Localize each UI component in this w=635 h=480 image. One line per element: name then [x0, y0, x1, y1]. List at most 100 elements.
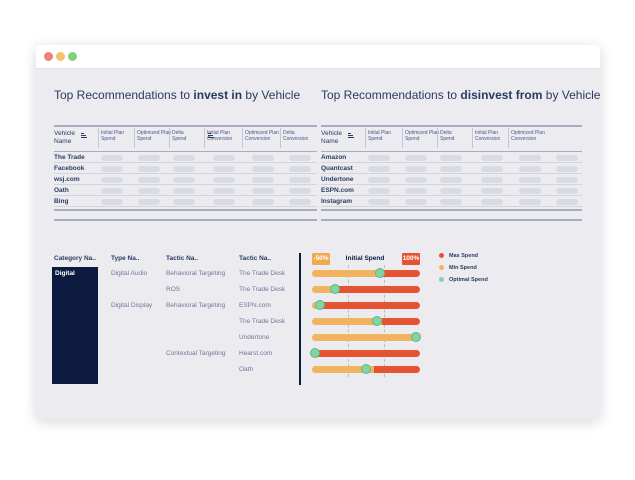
vehicle-cell[interactable]: The Trade Desk	[239, 318, 285, 325]
column-header[interactable]: DeltaSpend	[440, 130, 454, 142]
value-placeholder	[481, 166, 503, 172]
disinvest-panel-title: Top Recommendations to disinvest from by…	[321, 88, 600, 102]
column-header[interactable]: VehicleName	[321, 130, 342, 146]
vehicle-cell[interactable]: Oath	[239, 366, 253, 373]
value-placeholder	[556, 177, 578, 183]
optimal-spend-marker[interactable]	[315, 300, 325, 310]
sort-icon[interactable]	[81, 133, 87, 137]
close-window-button[interactable]	[44, 52, 53, 61]
spend-bar[interactable]	[312, 302, 420, 309]
vehicle-cell[interactable]: Hearst.com	[239, 350, 272, 357]
category-column-header[interactable]: Category Na..	[54, 255, 96, 262]
vehicle-cell[interactable]: Undertone	[239, 334, 269, 341]
value-placeholder	[138, 177, 160, 183]
value-placeholder	[289, 155, 311, 161]
column-header[interactable]: Optimized PlanConversion	[245, 130, 279, 142]
sort-icon[interactable]	[208, 133, 214, 137]
min-spend-segment	[312, 270, 382, 277]
column-header[interactable]: Optimized PlanSpend	[137, 130, 171, 142]
optimal-spend-marker[interactable]	[372, 316, 382, 326]
table-row[interactable]: Oath	[54, 186, 317, 196]
optimal-spend-marker[interactable]	[361, 364, 371, 374]
tactic-vehicle-column-header[interactable]: Tactic Na..	[239, 255, 271, 262]
table-row[interactable]: Facebook	[54, 164, 317, 174]
table-row[interactable]: ESPN.com	[321, 186, 582, 196]
value-placeholder	[173, 155, 195, 161]
tactic-cell[interactable]: Behavioral Targeting	[166, 302, 225, 309]
value-placeholder	[556, 155, 578, 161]
column-header[interactable]: VehicleName	[54, 130, 75, 146]
max-spend-segment	[315, 350, 420, 357]
value-placeholder	[405, 166, 427, 172]
table-row[interactable]: Bing	[54, 197, 317, 207]
value-placeholder	[519, 155, 541, 161]
tactic-cell[interactable]: ROS	[166, 286, 180, 293]
value-placeholder	[405, 177, 427, 183]
spend-bar[interactable]	[312, 270, 420, 277]
column-header[interactable]: DeltaSpend	[172, 130, 186, 142]
value-placeholder	[289, 188, 311, 194]
value-placeholder	[138, 155, 160, 161]
table-bottom-rule	[54, 209, 317, 211]
value-placeholder	[213, 177, 235, 183]
column-header[interactable]: Initial PlanSpend	[368, 130, 391, 142]
value-placeholder	[213, 199, 235, 205]
table-row[interactable]: wsj.com	[54, 175, 317, 185]
spend-bar[interactable]	[312, 366, 420, 373]
tactic-cell[interactable]: Contextual Targeting	[166, 350, 226, 357]
table-row[interactable]: Amazon	[321, 153, 582, 163]
window-titlebar	[36, 45, 600, 69]
type-column-header[interactable]: Type Na..	[111, 255, 139, 262]
optimal-spend-marker[interactable]	[375, 268, 385, 278]
value-placeholder	[213, 188, 235, 194]
column-header[interactable]: Optimized PlanConversion	[511, 130, 545, 142]
optimal-spend-marker[interactable]	[330, 284, 340, 294]
value-placeholder	[405, 155, 427, 161]
column-header[interactable]: Initial PlanConversion	[475, 130, 500, 142]
table-row[interactable]: Undertone	[321, 175, 582, 185]
table-row[interactable]: Quantcast	[321, 164, 582, 174]
header-rule	[54, 151, 317, 152]
value-placeholder	[101, 166, 123, 172]
spend-bar[interactable]	[312, 318, 420, 325]
legend-max-spend: Max Spend	[439, 253, 478, 259]
vehicle-cell[interactable]: The Trade Desk	[239, 286, 285, 293]
value-placeholder	[173, 166, 195, 172]
value-placeholder	[101, 155, 123, 161]
sort-icon[interactable]	[348, 133, 354, 137]
vehicle-cell[interactable]: The Trade Desk	[239, 270, 285, 277]
vehicle-cell[interactable]: ESPN.com	[239, 302, 271, 309]
category-cell-digital[interactable]: Digital	[52, 267, 98, 384]
invest-title-prefix: Top Recommendations to	[54, 88, 193, 102]
table-row[interactable]: Instagram	[321, 197, 582, 207]
value-placeholder	[519, 177, 541, 183]
spend-bar[interactable]	[312, 334, 420, 341]
type-cell[interactable]: Digital Audio	[111, 270, 147, 277]
spend-bar[interactable]	[312, 350, 420, 357]
spend-bar[interactable]	[312, 286, 420, 293]
value-placeholder	[440, 166, 462, 172]
table-row[interactable]: The Trade	[54, 153, 317, 163]
value-placeholder	[101, 199, 123, 205]
value-placeholder	[556, 199, 578, 205]
app-window: Top Recommendations to invest in by Vehi…	[36, 45, 600, 419]
maximize-window-button[interactable]	[68, 52, 77, 61]
table-top-rule	[321, 125, 582, 127]
type-cell[interactable]: Digital Display	[111, 302, 152, 309]
minimize-window-button[interactable]	[56, 52, 65, 61]
tactic-column-header[interactable]: Tactic Na..	[166, 255, 198, 262]
column-header[interactable]: Initial PlanSpend	[101, 130, 124, 142]
value-placeholder	[440, 155, 462, 161]
max-spend-segment	[318, 302, 420, 309]
optimal-spend-marker[interactable]	[310, 348, 320, 358]
optimal-spend-marker[interactable]	[411, 332, 421, 342]
column-header[interactable]: Optimized PlanSpend	[405, 130, 439, 142]
value-placeholder	[519, 166, 541, 172]
value-placeholder	[252, 166, 274, 172]
row-rule	[54, 184, 317, 185]
section-divider	[299, 253, 301, 385]
tactic-cell[interactable]: Behavioral Targeting	[166, 270, 225, 277]
column-header[interactable]: DeltaConversion	[283, 130, 308, 142]
legend-label: Optimal Spend	[449, 277, 488, 283]
max-spend-segment	[382, 318, 420, 325]
